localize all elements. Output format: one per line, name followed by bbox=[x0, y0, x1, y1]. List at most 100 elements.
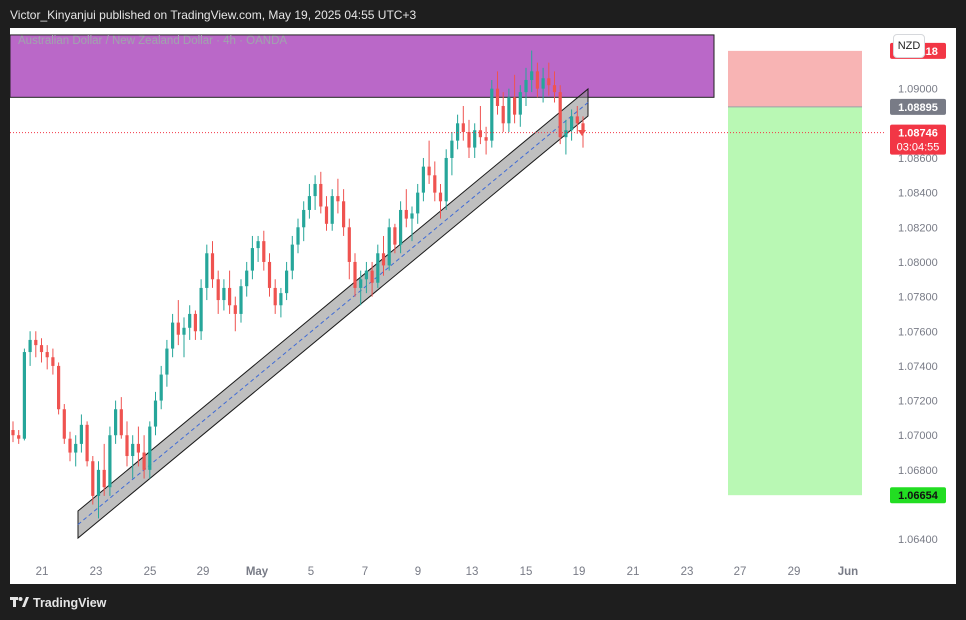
candle-body bbox=[473, 130, 477, 148]
candle-body bbox=[319, 183, 323, 207]
chart-panel[interactable]: 1.09000 1.08600 1.08400 1.08200 1.08000 1.078… bbox=[10, 28, 956, 584]
y-tick-label: 1.08000 bbox=[898, 257, 938, 269]
candle-body bbox=[159, 374, 163, 401]
candle-body bbox=[324, 206, 329, 224]
candle-body bbox=[547, 78, 551, 86]
candle-body bbox=[267, 261, 272, 288]
candle-body bbox=[541, 78, 545, 89]
candle-body bbox=[564, 130, 568, 138]
x-tick-label: 15 bbox=[520, 566, 533, 578]
candle-body bbox=[330, 196, 334, 224]
x-tick-label: 23 bbox=[681, 566, 694, 578]
candle-body bbox=[125, 435, 129, 457]
target-zone bbox=[728, 50, 862, 107]
candle-body bbox=[136, 443, 140, 453]
candle-body bbox=[513, 97, 517, 115]
y-tick-label: 1.08200 bbox=[898, 222, 938, 234]
x-tick-label: 5 bbox=[308, 566, 314, 578]
candle-body bbox=[427, 166, 431, 176]
candle-body bbox=[359, 279, 363, 288]
candle-body bbox=[313, 183, 317, 197]
candle-body bbox=[518, 92, 522, 115]
y-tick-label: 1.08400 bbox=[898, 188, 938, 200]
y-tick-label: 1.08600 bbox=[898, 153, 938, 165]
candle-body bbox=[171, 322, 175, 349]
candle-body bbox=[507, 97, 511, 124]
candle-body bbox=[296, 227, 300, 245]
supply-zone bbox=[10, 34, 715, 98]
candle-body bbox=[353, 261, 357, 288]
x-tick-label: 7 bbox=[362, 566, 368, 578]
y-tick-label: 1.09000 bbox=[898, 84, 938, 96]
candle-body bbox=[484, 137, 488, 141]
candle-body bbox=[153, 400, 158, 427]
candle-body bbox=[478, 130, 482, 138]
publish-header: Victor_Kinyanjui published on TradingVie… bbox=[0, 0, 966, 28]
candle-body bbox=[39, 345, 44, 353]
x-tick-label: 21 bbox=[627, 566, 640, 578]
x-tick-label: 19 bbox=[573, 566, 586, 578]
candle-body bbox=[45, 352, 49, 358]
x-tick-label: 9 bbox=[415, 566, 421, 578]
price-chart[interactable]: 1.09000 1.08600 1.08400 1.08200 1.08000 1.078… bbox=[10, 28, 956, 584]
candle-body bbox=[416, 192, 420, 214]
candle-body bbox=[581, 123, 585, 132]
candle-body bbox=[228, 287, 232, 306]
candle-body bbox=[245, 270, 249, 287]
candle-body bbox=[421, 166, 425, 193]
candle-body bbox=[262, 241, 266, 262]
candle-body bbox=[222, 287, 226, 301]
stop-price-tag-bg bbox=[890, 487, 946, 504]
x-tick-label: 13 bbox=[466, 566, 479, 578]
candle-body bbox=[114, 409, 118, 436]
candle-body bbox=[57, 365, 61, 410]
candle-body bbox=[279, 293, 283, 306]
candle-body bbox=[342, 201, 346, 228]
entry-price-tag-bg bbox=[890, 98, 946, 115]
candle-body bbox=[387, 227, 391, 266]
candle-body bbox=[347, 227, 351, 262]
candle-body bbox=[404, 209, 408, 219]
candle-body bbox=[199, 287, 203, 332]
candle-body bbox=[530, 71, 534, 80]
candle-body bbox=[501, 105, 505, 124]
x-tick-label: 29 bbox=[197, 566, 210, 578]
candle-body bbox=[495, 88, 500, 106]
candle-body bbox=[285, 270, 289, 294]
candle-body bbox=[450, 140, 454, 158]
candle-body bbox=[62, 409, 66, 439]
tradingview-logo-icon[interactable] bbox=[10, 595, 30, 609]
brand-name[interactable]: TradingView bbox=[33, 596, 107, 610]
candle-body bbox=[307, 196, 311, 210]
candle-body bbox=[96, 469, 101, 496]
candle-body bbox=[490, 88, 494, 141]
entry-price-tag: 1.08895 bbox=[898, 102, 938, 114]
x-tick-label: 21 bbox=[36, 566, 49, 578]
candle-body bbox=[216, 279, 220, 301]
candle-body bbox=[410, 213, 414, 219]
x-tick-label: 29 bbox=[788, 566, 801, 578]
candle-body bbox=[176, 322, 180, 335]
candle-body bbox=[11, 430, 15, 436]
x-tick-label: 27 bbox=[734, 566, 747, 578]
candle-body bbox=[273, 287, 277, 306]
candle-body bbox=[74, 443, 78, 453]
y-tick-label: 1.07200 bbox=[898, 396, 938, 408]
current-price-tag: 1.08746 bbox=[898, 128, 938, 140]
current-price-tag-bg bbox=[890, 124, 946, 155]
candle-body bbox=[364, 270, 368, 280]
candle-body bbox=[193, 313, 197, 332]
symbol-title: Australian Dollar / New Zealand Dollar ·… bbox=[18, 35, 288, 47]
candle-body bbox=[79, 424, 83, 444]
candle-body bbox=[17, 435, 21, 439]
candle-body bbox=[239, 286, 243, 314]
published-text: Victor_Kinyanjui published on TradingVie… bbox=[10, 8, 417, 22]
y-tick-label: 1.07400 bbox=[898, 361, 938, 373]
candle-body bbox=[142, 452, 146, 470]
channel-midline bbox=[77, 102, 589, 525]
candle-body bbox=[370, 270, 374, 283]
candle-body bbox=[461, 123, 465, 132]
candle-body bbox=[444, 157, 448, 202]
x-tick-label: 23 bbox=[90, 566, 103, 578]
currency-button[interactable]: NZD bbox=[893, 34, 925, 58]
